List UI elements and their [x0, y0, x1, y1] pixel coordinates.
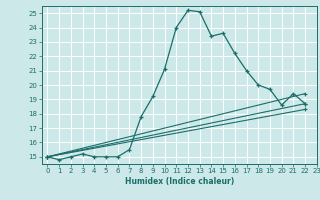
X-axis label: Humidex (Indice chaleur): Humidex (Indice chaleur) [124, 177, 234, 186]
